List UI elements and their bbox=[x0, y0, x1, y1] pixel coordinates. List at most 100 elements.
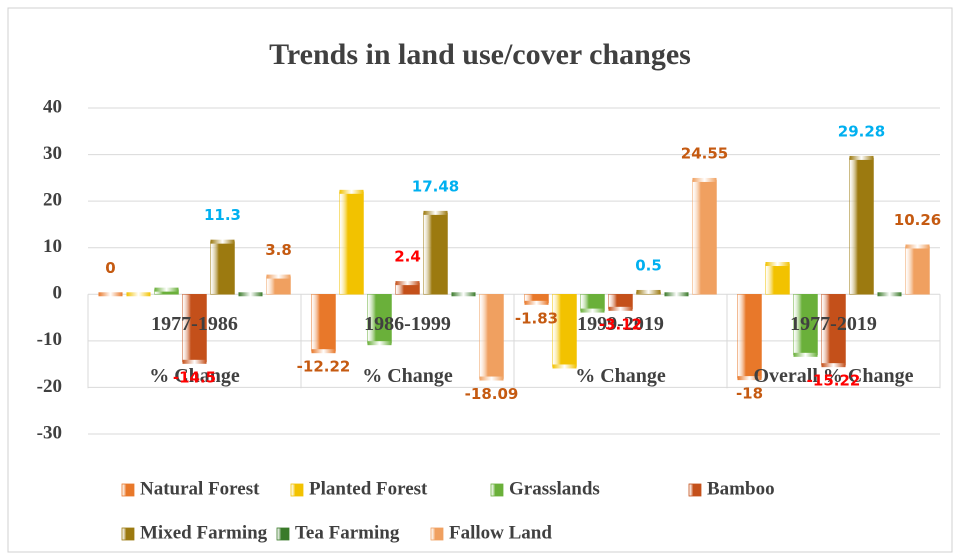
bar-cap bbox=[793, 352, 818, 357]
bar bbox=[367, 294, 392, 346]
bar-cap bbox=[423, 210, 448, 215]
bar-body bbox=[849, 157, 874, 295]
data-label: -1.83 bbox=[515, 309, 558, 327]
legend-label: Fallow Land bbox=[449, 522, 552, 543]
x-tick-label: 1977-2019 bbox=[790, 313, 877, 335]
bar-cap bbox=[238, 292, 263, 297]
legend-swatch bbox=[688, 483, 702, 497]
bar-cap bbox=[765, 262, 790, 267]
bar-body bbox=[765, 263, 790, 295]
bar-cap bbox=[154, 287, 179, 292]
bar-cap bbox=[367, 341, 392, 346]
bar bbox=[580, 294, 605, 313]
legend-swatch bbox=[276, 527, 290, 541]
data-label: -3.12 bbox=[599, 315, 642, 333]
bar bbox=[664, 292, 689, 297]
bar bbox=[849, 155, 874, 295]
bar-cap bbox=[664, 292, 689, 297]
bar-cap bbox=[339, 189, 364, 194]
legend-swatch bbox=[430, 527, 444, 541]
bar-cap bbox=[451, 292, 476, 297]
bar bbox=[210, 239, 235, 295]
legend-swatch bbox=[290, 483, 304, 497]
bar bbox=[126, 292, 151, 297]
data-label: 17.48 bbox=[412, 177, 459, 195]
y-tick-label: 0 bbox=[53, 283, 63, 304]
bar bbox=[877, 292, 902, 297]
bar-cap bbox=[905, 244, 930, 249]
legend-swatch bbox=[490, 483, 504, 497]
bar-cap bbox=[126, 292, 151, 297]
bar-body bbox=[266, 276, 291, 295]
bar bbox=[266, 274, 291, 295]
bar bbox=[905, 244, 930, 295]
y-tick-label: -10 bbox=[37, 329, 62, 350]
y-tick-label: -20 bbox=[37, 376, 62, 397]
bar-cap bbox=[692, 177, 717, 182]
bar-cap bbox=[524, 300, 549, 305]
y-tick-label: -30 bbox=[37, 422, 62, 443]
legend-label: Natural Forest bbox=[140, 478, 260, 499]
data-label: -14.5 bbox=[173, 368, 216, 386]
bar bbox=[423, 210, 448, 295]
bar bbox=[524, 294, 549, 305]
bar-cap bbox=[311, 349, 336, 354]
bar bbox=[479, 294, 504, 381]
data-label: 29.28 bbox=[838, 122, 885, 140]
bar-body bbox=[423, 212, 448, 295]
x-tick-label: 1986-1999 bbox=[364, 313, 451, 335]
bar-cap bbox=[608, 306, 633, 311]
bar-cap bbox=[877, 292, 902, 297]
bar-cap bbox=[636, 289, 661, 294]
x-tick-label: % Change bbox=[149, 365, 240, 387]
bar-body bbox=[580, 294, 605, 311]
legend-label: Planted Forest bbox=[309, 478, 428, 499]
legend-swatch bbox=[121, 483, 135, 497]
bar-cap bbox=[737, 376, 762, 381]
x-tick-label: % Change bbox=[362, 365, 453, 387]
legend-label: Tea Farming bbox=[295, 522, 400, 543]
bar-cap bbox=[98, 292, 123, 297]
bar-body bbox=[552, 294, 577, 367]
data-label: 2.4 bbox=[394, 248, 421, 266]
bar-cap bbox=[821, 363, 846, 368]
data-label: 0 bbox=[105, 259, 115, 277]
bar bbox=[451, 292, 476, 297]
bar-cap bbox=[266, 274, 291, 279]
bar-body bbox=[821, 294, 846, 366]
data-label: 24.55 bbox=[681, 144, 728, 162]
bar bbox=[154, 287, 179, 295]
bar-cap bbox=[210, 239, 235, 244]
bar-body bbox=[210, 241, 235, 295]
y-tick-label: 30 bbox=[43, 143, 62, 164]
y-tick-label: 20 bbox=[43, 190, 62, 211]
bar-cap bbox=[849, 155, 874, 160]
legend-label: Mixed Farming bbox=[140, 522, 268, 543]
data-label: -18.09 bbox=[465, 385, 519, 403]
data-label: -18 bbox=[736, 385, 763, 403]
bar bbox=[311, 294, 336, 354]
data-label: -15.22 bbox=[807, 372, 861, 390]
x-tick-label: % Change bbox=[575, 365, 666, 387]
data-label: 10.26 bbox=[894, 211, 941, 229]
x-tick-label: 1977-1986 bbox=[151, 313, 238, 335]
bar-body bbox=[608, 294, 633, 310]
bar bbox=[339, 189, 364, 295]
legend-label: Bamboo bbox=[707, 478, 775, 499]
bar bbox=[692, 177, 717, 295]
y-tick-label: 40 bbox=[43, 96, 62, 117]
bar-body bbox=[479, 294, 504, 379]
chart-title: Trends in land use/cover changes bbox=[269, 38, 691, 71]
chart-border bbox=[7, 7, 953, 553]
bar bbox=[821, 294, 846, 368]
bar bbox=[552, 294, 577, 369]
data-label: 11.3 bbox=[204, 206, 241, 224]
bar-cap bbox=[580, 308, 605, 313]
bar bbox=[793, 294, 818, 357]
bar-body bbox=[692, 179, 717, 295]
bar bbox=[608, 294, 633, 311]
y-tick-label: 10 bbox=[43, 236, 62, 257]
bar-cap bbox=[182, 359, 207, 364]
bar bbox=[636, 289, 661, 295]
bar-cap bbox=[552, 364, 577, 369]
